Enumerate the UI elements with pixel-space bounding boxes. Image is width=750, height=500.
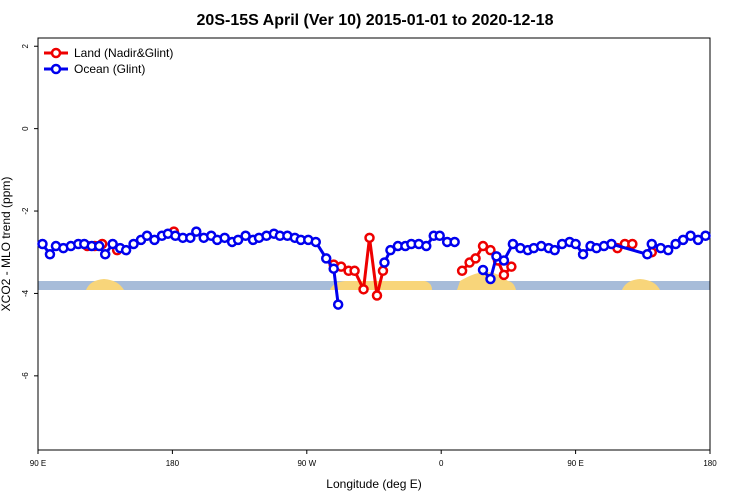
data-point [700, 230, 711, 242]
y-tick-label: -6 [21, 372, 30, 380]
data-point [685, 230, 696, 242]
data-point [141, 230, 153, 242]
data-point [577, 249, 589, 260]
x-tick-label: 90 E [567, 459, 583, 468]
y-tick-label: -4 [21, 289, 30, 297]
data-point [421, 240, 432, 252]
data-point [93, 240, 105, 252]
data-point [99, 249, 111, 260]
data-point [44, 249, 56, 260]
data-point [549, 244, 560, 256]
data-point [485, 244, 496, 256]
data-point [434, 230, 445, 242]
data-point [491, 251, 502, 262]
data-point [470, 253, 481, 264]
x-tick-label: 180 [703, 459, 717, 468]
data-point [232, 234, 244, 246]
data-point [646, 238, 658, 250]
data-point [498, 255, 510, 266]
y-tick-label: -2 [21, 207, 30, 215]
legend-marker [50, 63, 62, 75]
data-point [371, 290, 383, 301]
data-point [677, 234, 689, 246]
legend-marker [50, 47, 62, 59]
x-axis-label: Longitude (deg E) [326, 477, 421, 491]
data-point [507, 238, 519, 250]
data-point [606, 238, 617, 250]
data-point [485, 273, 496, 285]
data-point [506, 261, 517, 272]
data-point [477, 264, 489, 276]
data-point [328, 263, 339, 274]
y-axis-label: XCO2 - MLO trend (ppm) [0, 177, 13, 312]
data-point [310, 236, 322, 248]
data-point [662, 244, 674, 256]
data-point [477, 240, 489, 252]
data-point [379, 257, 390, 268]
x-tick-label: 90 E [30, 459, 46, 468]
legend-label: Ocean (Glint) [74, 62, 145, 76]
data-point [364, 232, 375, 244]
x-tick-label: 90 W [297, 459, 316, 468]
data-point [128, 238, 139, 250]
data-point [358, 284, 369, 295]
data-point [219, 232, 230, 244]
data-point [456, 265, 468, 277]
data-point [37, 238, 48, 250]
y-tick-label: 0 [21, 126, 30, 131]
data-point [191, 226, 202, 237]
data-point [670, 238, 681, 250]
data-point [692, 234, 704, 246]
data-point [377, 265, 389, 277]
data-point [642, 249, 653, 260]
data-point [627, 238, 638, 250]
x-tick-label: 0 [439, 459, 444, 468]
data-point [498, 269, 510, 281]
data-point [240, 230, 251, 242]
data-point [149, 234, 160, 246]
data-point [385, 244, 396, 256]
data-point [107, 238, 118, 250]
data-point [120, 244, 132, 256]
data-point [320, 253, 332, 264]
data-point [570, 238, 581, 250]
chart-title: 20S-15S April (Ver 10) 2015-01-01 to 202… [197, 12, 554, 29]
y-tick-label: 2 [21, 43, 30, 48]
data-point [349, 265, 360, 277]
data-point [332, 299, 344, 310]
data-point [449, 236, 460, 248]
data-point [185, 232, 196, 244]
legend-label: Land (Nadir&Glint) [74, 46, 173, 60]
x-tick-label: 180 [166, 459, 180, 468]
